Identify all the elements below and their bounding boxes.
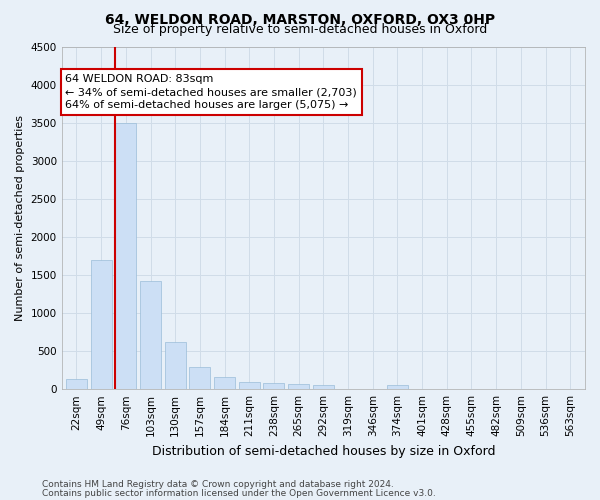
Bar [214, 378, 235, 389]
Text: 64, WELDON ROAD, MARSTON, OXFORD, OX3 0HP: 64, WELDON ROAD, MARSTON, OXFORD, OX3 0H… [105, 12, 495, 26]
Text: 64 WELDON ROAD: 83sqm
← 34% of semi-detached houses are smaller (2,703)
64% of s: 64 WELDON ROAD: 83sqm ← 34% of semi-deta… [65, 74, 357, 110]
Bar [91, 260, 112, 389]
Text: Contains public sector information licensed under the Open Government Licence v3: Contains public sector information licen… [42, 488, 436, 498]
Bar [263, 383, 284, 389]
Bar [115, 122, 136, 389]
Text: Contains HM Land Registry data © Crown copyright and database right 2024.: Contains HM Land Registry data © Crown c… [42, 480, 394, 489]
Bar [190, 367, 211, 389]
X-axis label: Distribution of semi-detached houses by size in Oxford: Distribution of semi-detached houses by … [152, 444, 495, 458]
Bar [66, 380, 87, 389]
Bar [140, 281, 161, 389]
Bar [387, 385, 408, 389]
Y-axis label: Number of semi-detached properties: Number of semi-detached properties [15, 115, 25, 321]
Text: Size of property relative to semi-detached houses in Oxford: Size of property relative to semi-detach… [113, 22, 487, 36]
Bar [288, 384, 309, 389]
Bar [313, 385, 334, 389]
Bar [165, 342, 186, 389]
Bar [239, 382, 260, 389]
